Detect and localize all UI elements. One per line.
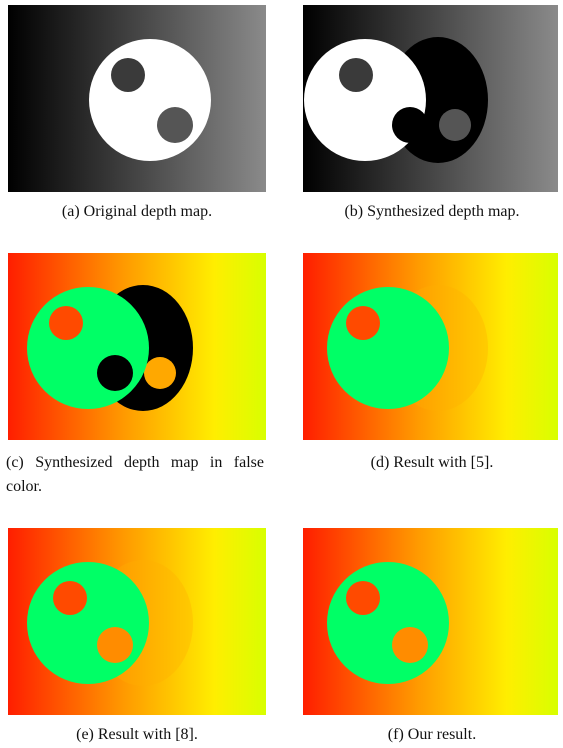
image-f xyxy=(303,528,558,715)
image-a xyxy=(8,5,266,192)
image-b xyxy=(303,5,558,192)
image-e xyxy=(8,528,266,715)
caption: (d) Result with [5]. xyxy=(370,454,494,471)
caption: (a) Original depth map. xyxy=(61,203,213,220)
image-d xyxy=(303,253,558,440)
caption: (c) Synthesized depth map in false color… xyxy=(6,454,264,495)
caption: (f) Our result. xyxy=(387,726,477,743)
caption: (e) Result with [8]. xyxy=(76,726,198,743)
caption: (b) Synthesized depth map. xyxy=(344,203,520,220)
image-c xyxy=(8,253,266,440)
